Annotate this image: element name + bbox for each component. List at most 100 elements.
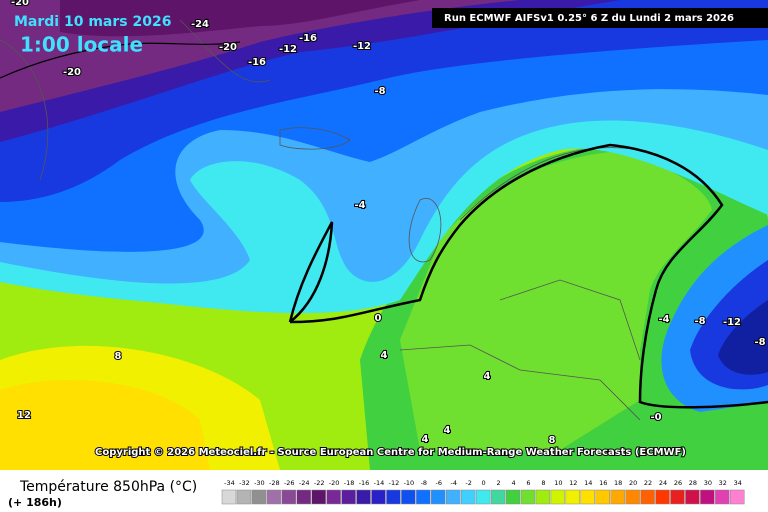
contour-label: -12 <box>353 41 371 52</box>
legend-swatch <box>401 489 416 505</box>
contour-label: -8 <box>754 337 765 348</box>
legend-label: 30 <box>704 479 712 487</box>
contour-label: -20 <box>219 42 237 53</box>
legend-swatch <box>505 489 521 505</box>
legend-label: 0 <box>482 479 486 487</box>
contour-label: 4 <box>484 371 491 382</box>
legend-label: 6 <box>526 479 530 487</box>
color-legend: -34 -32 -30 -28 -26 -24 -22 -20 -18 -16 -14 -12 -10-… <box>221 479 745 505</box>
lead-time: (+ 186h) <box>8 496 62 509</box>
contour-label: -20 <box>63 67 81 78</box>
legend-label: 32 <box>719 479 727 487</box>
legend-swatch <box>356 489 371 505</box>
temperature-field <box>0 0 768 470</box>
legend-swatch <box>625 489 640 505</box>
coastlines <box>0 19 641 421</box>
contour-labels: -20-24-20-16-12-16-12-20-8-4044812448-4-… <box>10 0 767 447</box>
legend-swatch <box>520 489 536 505</box>
legend-swatch <box>326 489 341 505</box>
legend-label: -22 <box>314 479 325 487</box>
contour-label: 4 <box>422 434 429 445</box>
legend-label: 34 <box>734 479 742 487</box>
legend-swatch <box>221 489 237 505</box>
contour-label: -8 <box>694 316 705 327</box>
legend-swatch <box>460 489 476 505</box>
contour-label: -4 <box>658 314 669 325</box>
legend-label: -16 <box>359 479 370 487</box>
contour-label: 12 <box>17 410 31 421</box>
legend-label: 8 <box>541 479 545 487</box>
legend-label: 20 <box>629 479 637 487</box>
contour-label: -20 <box>11 0 29 8</box>
legend-label: -8 <box>421 479 427 487</box>
contour-label: -24 <box>191 19 209 30</box>
legend-swatch <box>715 489 730 505</box>
legend-label: -28 <box>269 479 280 487</box>
contour-label: 8 <box>115 351 122 362</box>
field-title: Température 850hPa (°C) <box>19 479 197 495</box>
contour-label: 0 <box>375 313 382 324</box>
legend-label: -2 <box>465 479 471 487</box>
legend-swatch <box>281 489 296 505</box>
legend-label: -20 <box>329 479 340 487</box>
legend-swatch <box>595 489 610 505</box>
legend-swatch <box>251 489 267 505</box>
contour-label: -8 <box>374 86 385 97</box>
legend-label: 26 <box>674 479 682 487</box>
date: Mardi 10 mars 2026 <box>14 14 171 30</box>
contour-label: -12 <box>723 317 741 328</box>
legend-swatch <box>610 489 625 505</box>
legend-label: -14 <box>374 479 385 487</box>
legend-swatch <box>475 489 491 505</box>
legend-swatch <box>685 489 700 505</box>
legend-label: 16 <box>599 479 607 487</box>
contour-label: -16 <box>248 57 266 68</box>
legend-swatch <box>550 489 566 505</box>
legend-label: -12 <box>389 479 400 487</box>
legend-swatch <box>446 489 461 505</box>
legend-swatch <box>311 489 326 505</box>
legend-swatch <box>341 489 356 505</box>
legend-label: 18 <box>614 479 622 487</box>
legend-swatch <box>490 489 506 505</box>
legend-label: 12 <box>569 479 577 487</box>
legend-swatch <box>236 489 252 505</box>
legend-swatch <box>580 489 595 505</box>
legend-swatch <box>670 489 685 505</box>
legend-label: 14 <box>584 479 592 487</box>
copyright: Copyright © 2026 Meteociel.fr - Source E… <box>95 447 686 458</box>
legend-swatch <box>296 489 311 505</box>
legend-label: -30 <box>254 479 265 487</box>
contour-label: -12 <box>279 44 297 55</box>
local-time: 1:00 locale <box>20 33 143 57</box>
contours <box>0 41 768 409</box>
contour-label: -16 <box>299 33 317 44</box>
legend-swatch <box>416 489 431 505</box>
contour-label: -4 <box>354 200 365 211</box>
contour-label: 4 <box>381 350 388 361</box>
legend-label: -34 <box>224 479 235 487</box>
legend-swatch <box>371 489 386 505</box>
legend-swatch <box>386 489 401 505</box>
run-banner <box>432 8 768 28</box>
legend-label: -6 <box>436 479 442 487</box>
legend-swatch <box>565 489 581 505</box>
legend-swatch <box>535 489 551 505</box>
legend-label: 2 <box>497 479 501 487</box>
legend-swatch <box>700 489 715 505</box>
legend-label: -18 <box>344 479 355 487</box>
legend-label: 10 <box>554 479 562 487</box>
contour-label: 8 <box>549 435 556 446</box>
run-info: Run ECMWF AIFSv1 0.25° 6 Z du Lundi 2 ma… <box>444 13 734 24</box>
legend-swatch <box>655 489 670 505</box>
legend-swatch <box>730 489 745 505</box>
contour-label: 4 <box>444 425 451 436</box>
contour-label: -0 <box>650 412 661 423</box>
legend-swatch <box>431 489 446 505</box>
legend-swatch <box>640 489 655 505</box>
legend-label: -4 <box>450 479 456 487</box>
legend-label: -32 <box>239 479 250 487</box>
legend-swatch <box>266 489 282 505</box>
legend-label: 22 <box>644 479 652 487</box>
